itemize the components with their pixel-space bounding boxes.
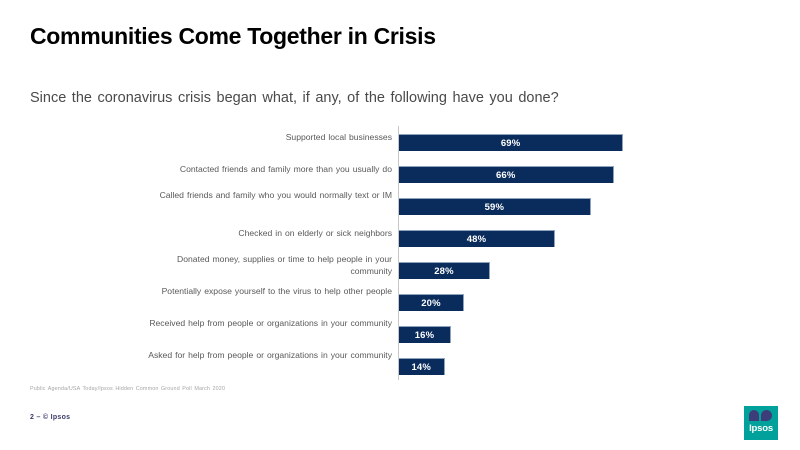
- bar-track: 69%: [399, 134, 624, 151]
- bar-track: 14%: [399, 358, 445, 375]
- chart-row: Called friends and family who you would …: [30, 190, 770, 222]
- chart-row: Potentially expose yourself to the virus…: [30, 286, 770, 318]
- bar[interactable]: 14%: [399, 358, 445, 375]
- category-label: Donated money, supplies or time to help …: [177, 254, 392, 276]
- chart-row: Supported local businesses 69%: [30, 126, 770, 158]
- chart-row: Contacted friends and family more than y…: [30, 158, 770, 190]
- logo-mark-right-icon: [761, 410, 772, 421]
- category-label: Potentially expose yourself to the virus…: [161, 286, 392, 296]
- category-label: Checked in on elderly or sick neighbors: [238, 228, 392, 238]
- category-label: Asked for help from people or organizati…: [148, 350, 392, 360]
- ipsos-logo: Ipsos: [744, 406, 778, 440]
- bar-track: 66%: [399, 166, 614, 183]
- bar[interactable]: 69%: [399, 134, 624, 151]
- logo-wordmark: Ipsos: [749, 423, 773, 434]
- logo-mark-left-icon: [749, 410, 759, 421]
- survey-question: Since the coronavirus crisis began what,…: [30, 90, 559, 106]
- bar-value-label: 20%: [421, 298, 441, 309]
- bar-value-label: 66%: [495, 170, 516, 181]
- value-axis-line: [398, 126, 399, 380]
- category-label: Supported local businesses: [285, 132, 392, 142]
- chart-row: Received help from people or organizatio…: [30, 318, 770, 350]
- chart-row: Checked in on elderly or sick neighbors 4…: [30, 222, 770, 254]
- category-label: Called friends and family who you would …: [159, 190, 392, 200]
- category-label: Received help from people or organizatio…: [149, 318, 392, 328]
- bar-value-label: 69%: [500, 138, 521, 149]
- chart-row: Donated money, supplies or time to help …: [30, 254, 770, 286]
- bar-track: 48%: [399, 230, 555, 247]
- bar-value-label: 59%: [484, 202, 505, 213]
- bar-value-label: 28%: [434, 266, 454, 277]
- bar-track: 59%: [399, 198, 591, 215]
- bar[interactable]: 20%: [399, 294, 464, 311]
- bar-track: 16%: [399, 326, 451, 343]
- category-label: Contacted friends and family more than y…: [179, 164, 392, 174]
- bar-chart: Supported local businesses 69% Contacted f…: [30, 126, 770, 384]
- chart-rows: Supported local businesses 69% Contacted f…: [30, 126, 770, 382]
- page-title: Communities Come Together in Crisis: [30, 23, 436, 49]
- bar[interactable]: 48%: [399, 230, 555, 247]
- chart-row: Asked for help from people or organizati…: [30, 350, 770, 382]
- bar[interactable]: 66%: [399, 166, 614, 183]
- bar-track: 20%: [399, 294, 464, 311]
- bar[interactable]: 59%: [399, 198, 591, 215]
- source-note: Public Agenda/USA Today/Ipsos Hidden Com…: [30, 386, 226, 392]
- bar-value-label: 16%: [414, 330, 435, 341]
- bar-track: 28%: [399, 262, 490, 279]
- footer-page-number: 2 – © Ipsos: [30, 414, 71, 421]
- bar[interactable]: 16%: [399, 326, 451, 343]
- bar-value-label: 14%: [411, 362, 432, 373]
- bar[interactable]: 28%: [399, 262, 490, 279]
- bar-value-label: 48%: [466, 234, 487, 245]
